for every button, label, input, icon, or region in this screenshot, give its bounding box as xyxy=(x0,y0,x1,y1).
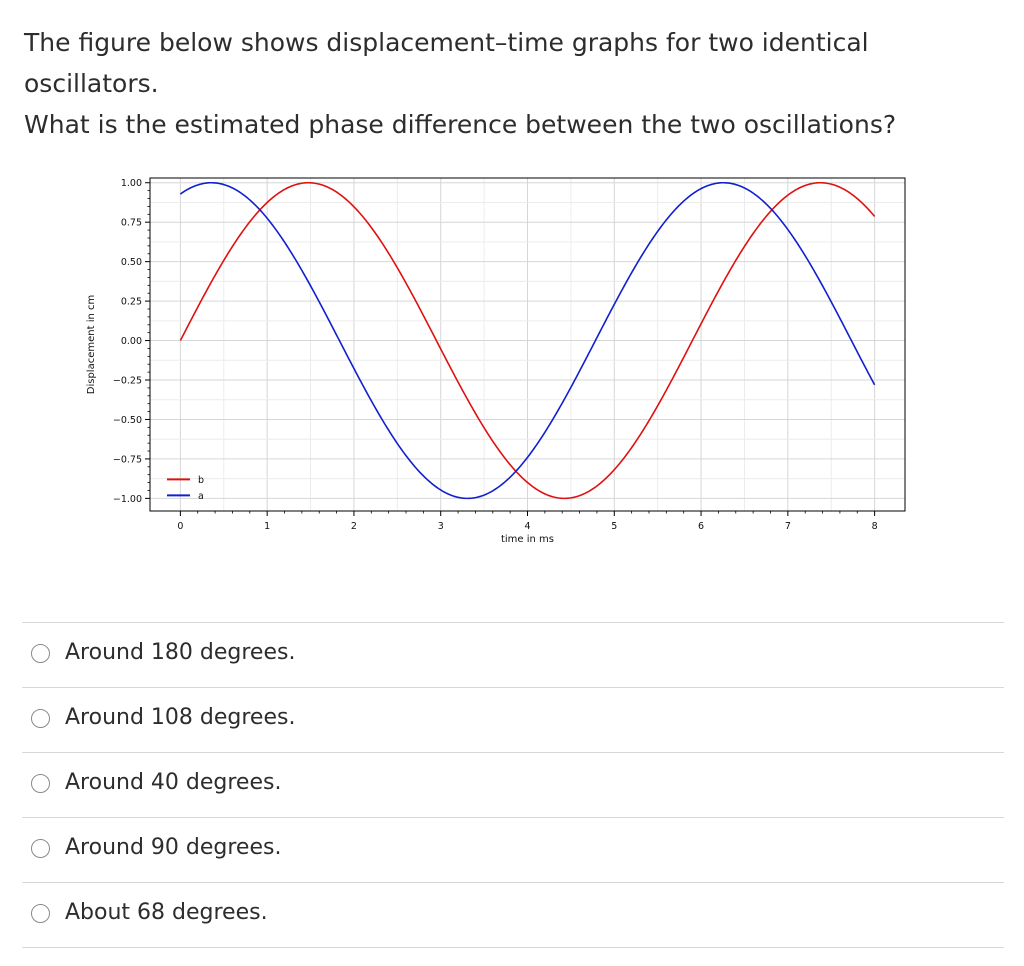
displacement-time-chart: 0 1 2 3 4 5 6 7 8 1.00 0.75 0.50 0.25 0.00 −0.25 −0.50 −… xyxy=(86,177,906,545)
x-tick-label: 5 xyxy=(611,521,617,532)
series-line-a xyxy=(179,181,876,500)
option-4[interactable]: Around 90 degrees. xyxy=(22,817,1004,882)
y-tick-label: 0.25 xyxy=(121,297,142,308)
radio-button[interactable] xyxy=(31,839,50,858)
question-line-2: What is the estimated phase difference b… xyxy=(24,110,897,139)
option-3[interactable]: Around 40 degrees. xyxy=(22,752,1004,817)
radio-button[interactable] xyxy=(31,904,50,923)
x-axis-label: time in ms xyxy=(501,534,554,545)
legend: ba xyxy=(167,475,204,502)
option-1[interactable]: Around 180 degrees. xyxy=(22,622,1004,687)
option-label: Around 40 degrees. xyxy=(65,770,282,795)
option-5[interactable]: About 68 degrees. xyxy=(22,882,1004,948)
x-tick-label: 0 xyxy=(177,521,183,532)
x-tick-label: 8 xyxy=(872,521,878,532)
legend-label-b: b xyxy=(198,475,204,486)
option-2[interactable]: Around 108 degrees. xyxy=(22,687,1004,752)
y-tick-label: 0.50 xyxy=(121,257,142,268)
x-tick-label: 6 xyxy=(698,521,704,532)
y-axis-label: Displacement in cm xyxy=(86,295,97,394)
y-tick-label: 0.75 xyxy=(121,218,142,229)
y-tick-label: −1.00 xyxy=(113,494,142,505)
radio-button[interactable] xyxy=(31,644,50,663)
grid xyxy=(150,178,905,511)
y-tick-label: −0.25 xyxy=(113,376,142,387)
series xyxy=(179,181,876,500)
y-tick-label: 0.00 xyxy=(121,336,142,347)
x-tick-label: 2 xyxy=(351,521,357,532)
question-text: The figure below shows displacement–time… xyxy=(24,22,1004,145)
y-tick-label: 1.00 xyxy=(121,178,142,189)
y-tick-label: −0.50 xyxy=(113,415,142,426)
option-label: Around 180 degrees. xyxy=(65,640,296,665)
series-line-b xyxy=(179,181,876,500)
x-tick-label: 3 xyxy=(438,521,444,532)
question-line-1: The figure below shows displacement–time… xyxy=(24,28,869,98)
x-tick-label: 1 xyxy=(264,521,270,532)
y-tick-label: −0.75 xyxy=(113,454,142,465)
option-label: About 68 degrees. xyxy=(65,900,268,925)
radio-button[interactable] xyxy=(31,709,50,728)
axis-ticks: 0 1 2 3 4 5 6 7 8 1.00 0.75 0.50 0.25 0.00 −0.25 −0.50 −… xyxy=(113,178,878,532)
answer-options: Around 180 degrees. Around 108 degrees. … xyxy=(22,622,1004,948)
x-tick-label: 7 xyxy=(785,521,791,532)
option-label: Around 108 degrees. xyxy=(65,705,296,730)
radio-button[interactable] xyxy=(31,774,50,793)
x-tick-label: 4 xyxy=(524,521,530,532)
option-label: Around 90 degrees. xyxy=(65,835,282,860)
legend-label-a: a xyxy=(198,491,204,502)
